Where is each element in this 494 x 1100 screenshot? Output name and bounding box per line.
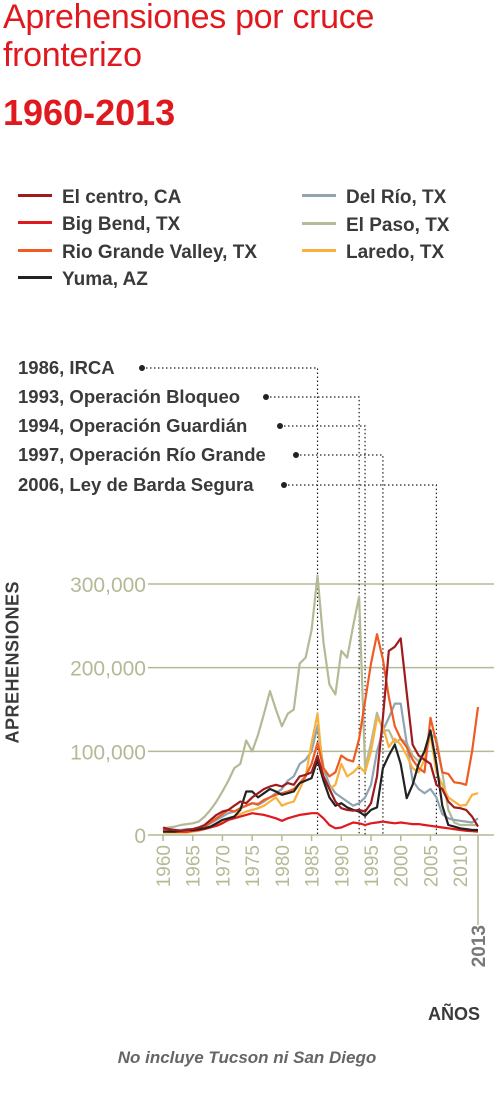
legend-item-big-bend: Big Bend, TX [18,213,180,237]
legend-swatch [18,194,52,198]
legend-swatch [302,249,336,253]
event-label-irca: 1986, IRCA [18,357,115,378]
x-tick-label: 1965 [184,845,205,887]
event-leader-line [142,367,319,835]
x-tick-label: 2010 [451,845,472,887]
legend-label: Yuma, AZ [62,269,148,290]
legend-swatch [18,221,52,225]
series-line-el-centro-ca [162,637,479,832]
event-label-rio-grande: 1997, Operación Río Grande [18,444,266,465]
x-tick-label: 1975 [243,845,264,887]
y-tick-label: 300,000 [70,574,146,597]
legend-label: Rio Grande Valley, TX [62,242,257,263]
series-line-rio-grande-valley-tx [162,633,480,833]
legend-item-yuma: Yuma, AZ [18,268,148,292]
chart-title: Aprehensiones por cruce fronterizo [3,0,375,74]
x-tick-label: 1980 [273,845,294,887]
event-leader-line [284,484,437,835]
legend-item-el-centro: El centro, CA [18,186,181,210]
legend-item-el-paso: El Paso, TX [302,214,449,238]
event-label-barda: 2006, Ley de Barda Segura [18,474,254,495]
x-tick-label: 1960 [154,845,175,887]
legend-label: Laredo, TX [346,242,445,263]
x-tick-label-2013: 2013 [469,925,490,967]
y-axis-label: APREHENSIONES [2,580,23,744]
footnote: No incluye Tucson ni San Diego [117,1048,377,1067]
legend-label: El Paso, TX [346,215,450,236]
legend-item-del-rio: Del Río, TX [302,186,446,210]
x-tick-label: 1985 [303,845,324,887]
legend-label: Del Río, TX [346,187,447,208]
x-tick-label: 2000 [392,845,413,887]
x-tick-label: 1970 [213,845,234,887]
event-label-bloqueo: 1993, Operación Bloqueo [18,386,241,407]
x-tick-label: 1995 [362,845,383,887]
event-label-guardian: 1994, Operación Guardián [18,415,248,436]
y-tick-label: 0 [134,825,146,848]
legend-label: Big Bend, TX [62,214,181,235]
series-line-yuma-az [163,729,478,833]
y-tick-label: 100,000 [70,741,146,764]
chart-subtitle: 1960-2013 [3,92,176,133]
legend-item-rio-grande: Rio Grande Valley, TX [18,241,257,265]
event-leader-line [280,425,366,835]
legend-swatch [18,276,52,280]
legend-item-laredo: Laredo, TX [302,241,444,265]
y-tick-label: 200,000 [70,658,146,681]
legend-label: El centro, CA [62,187,182,208]
legend-swatch [302,222,336,226]
x-axis-label: AÑOS [428,1004,481,1024]
legend-swatch [302,194,336,198]
series-line-big-bend-tx [162,812,479,833]
event-leader-line [266,396,360,835]
x-tick-label: 2005 [421,845,442,887]
legend-swatch [18,249,52,253]
x-tick-label: 1990 [332,845,353,887]
